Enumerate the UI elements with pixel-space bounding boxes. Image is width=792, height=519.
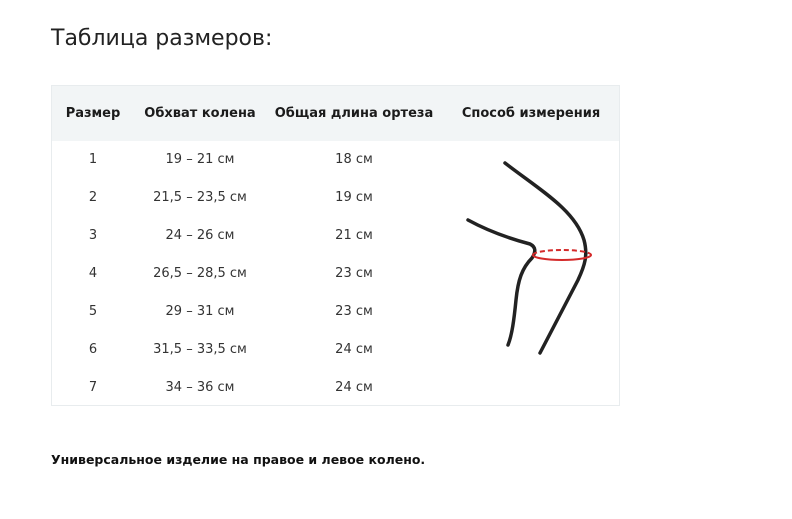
length-cell: 18 см bbox=[335, 152, 373, 167]
table-row: 2 21,5 – 23,5 см 19 см bbox=[52, 179, 432, 217]
length-cell: 23 см bbox=[335, 266, 373, 281]
length-cell: 24 см bbox=[335, 380, 373, 395]
size-cell: 2 bbox=[88, 190, 98, 205]
table-row: 3 24 – 26 см 21 см bbox=[52, 217, 432, 255]
leg-back-line bbox=[466, 218, 537, 347]
table-row: 7 34 – 36 см 24 см bbox=[52, 369, 432, 407]
table-row: 1 19 – 21 см 18 см bbox=[52, 141, 432, 179]
girth-cell: 19 – 21 см bbox=[165, 152, 235, 167]
length-cell: 21 см bbox=[335, 228, 373, 243]
measure-ellipse-back bbox=[532, 249, 592, 256]
table-header: Размер Обхват колена Общая длина ортеза … bbox=[52, 86, 619, 141]
girth-cell: 26,5 – 28,5 см bbox=[153, 266, 247, 281]
size-cell: 7 bbox=[88, 380, 98, 395]
length-cell: 23 см bbox=[335, 304, 373, 319]
table-row: 6 31,5 – 33,5 см 24 см bbox=[52, 331, 432, 369]
girth-cell: 31,5 – 33,5 см bbox=[153, 342, 247, 357]
size-table: Размер Обхват колена Общая длина ортеза … bbox=[51, 85, 620, 406]
header-size: Размер bbox=[65, 106, 121, 121]
size-cell: 6 bbox=[88, 342, 98, 357]
size-cell: 3 bbox=[88, 228, 98, 243]
girth-cell: 34 – 36 см bbox=[165, 380, 235, 395]
table-row: 4 26,5 – 28,5 см 23 см bbox=[52, 255, 432, 293]
leg-front-line bbox=[503, 161, 588, 355]
length-cell: 24 см bbox=[335, 342, 373, 357]
length-cell: 19 см bbox=[335, 190, 373, 205]
size-cell: 1 bbox=[88, 152, 98, 167]
measure-ellipse-front bbox=[532, 254, 592, 261]
girth-cell: 24 – 26 см bbox=[165, 228, 235, 243]
header-measure-method: Способ измерения bbox=[461, 106, 601, 121]
size-cell: 5 bbox=[88, 304, 98, 319]
page-title: Таблица размеров: bbox=[51, 26, 273, 51]
size-cell: 4 bbox=[88, 266, 98, 281]
table-row: 5 29 – 31 см 23 см bbox=[52, 293, 432, 331]
girth-cell: 29 – 31 см bbox=[165, 304, 235, 319]
header-knee-girth: Обхват колена bbox=[144, 106, 256, 121]
header-length: Общая длина ортеза bbox=[274, 106, 434, 121]
girth-cell: 21,5 – 23,5 см bbox=[153, 190, 247, 205]
universal-note: Универсальное изделие на правое и левое … bbox=[51, 452, 426, 467]
